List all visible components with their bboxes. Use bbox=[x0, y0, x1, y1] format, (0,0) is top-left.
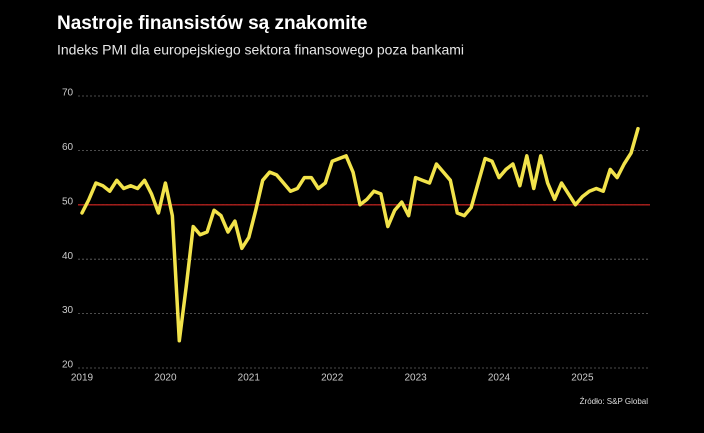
x-tick-label: 2019 bbox=[71, 373, 94, 384]
y-tick-label: 60 bbox=[62, 142, 74, 153]
x-tick-label: 2022 bbox=[321, 373, 344, 384]
x-tick-label: 2024 bbox=[488, 373, 511, 384]
chart-subtitle: Indeks PMI dla europejskiego sektora fin… bbox=[57, 42, 464, 58]
x-tick-label: 2021 bbox=[238, 373, 261, 384]
source: Źródło: S&P Global bbox=[580, 397, 649, 406]
y-tick-label: 70 bbox=[62, 88, 74, 99]
x-tick-label: 2023 bbox=[404, 373, 427, 384]
y-tick-label: 40 bbox=[62, 251, 74, 262]
y-tick-label: 50 bbox=[62, 196, 74, 207]
data-line bbox=[80, 126, 640, 343]
x-tick-label: 2020 bbox=[154, 373, 177, 384]
x-tick-label: 2025 bbox=[571, 373, 594, 384]
chart-title: Nastroje finansistów są znakomite bbox=[57, 13, 367, 34]
y-tick-label: 20 bbox=[62, 360, 74, 371]
y-tick-label: 30 bbox=[62, 305, 74, 316]
